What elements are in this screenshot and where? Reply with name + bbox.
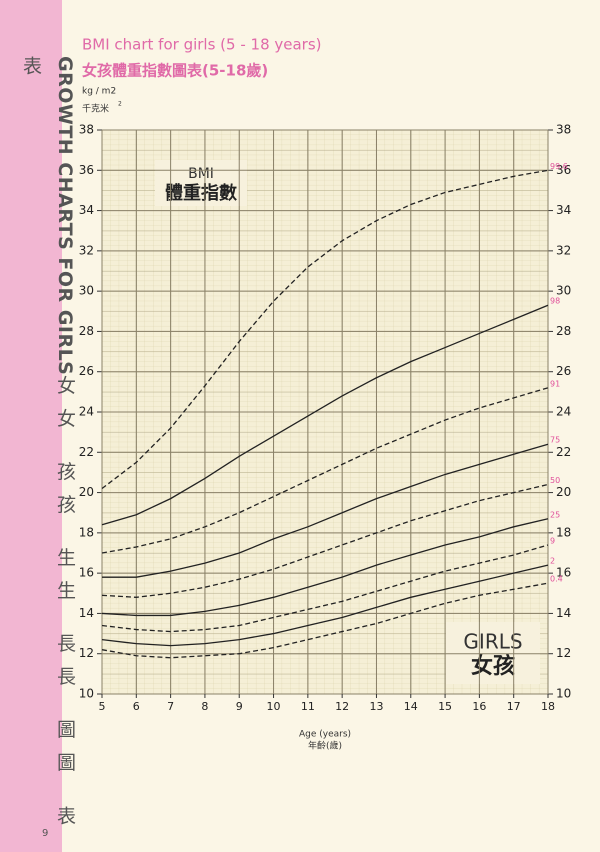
percentile-line xyxy=(101,518,549,617)
y-tick-label: 32 xyxy=(79,243,94,257)
y2-tick-label: 28 xyxy=(556,324,571,338)
x-label-zh: 年齡(歲) xyxy=(308,740,342,752)
y2-tick-label: 30 xyxy=(556,284,571,298)
y-tick-label: 34 xyxy=(79,203,94,217)
x-tick-label: 14 xyxy=(404,700,418,713)
y2-tick-label: 12 xyxy=(556,646,571,660)
y2-tick-label: 32 xyxy=(556,243,571,257)
y2-tick-label: 24 xyxy=(556,405,571,419)
series-label: 75 xyxy=(550,436,560,445)
chart-title: BMI chart for girls (5 - 18 years) xyxy=(82,36,322,54)
y2-tick-label: 22 xyxy=(556,445,571,459)
x-tick-label: 10 xyxy=(267,700,281,713)
y-tick-label: 28 xyxy=(79,324,94,338)
annotation: GIRLS xyxy=(463,630,522,654)
y-tick-label: 36 xyxy=(79,163,94,177)
y-tick-label: 22 xyxy=(79,445,94,459)
x-tick-label: 17 xyxy=(507,700,521,713)
y-tick-label: 16 xyxy=(79,566,94,580)
y-tick-label: 18 xyxy=(79,525,94,539)
sidebar-title-en: GROWTH CHARTS FOR GIRLS xyxy=(54,56,76,376)
percentile-line xyxy=(101,304,549,526)
girls-box xyxy=(446,622,540,684)
sidebar: GROWTH CHARTS FOR GIRLS女女 孩孩 生生 長長 圖圖 表表… xyxy=(0,0,76,852)
page-number: 9 xyxy=(42,828,49,839)
sidebar-title-zh: 女女 孩孩 生生 長長 圖圖 表表 xyxy=(20,56,76,839)
y2-tick-label: 16 xyxy=(556,566,571,580)
percentile-line xyxy=(101,483,549,598)
x-label: Age (years) xyxy=(299,730,351,740)
y-label-zh-sup: 2 xyxy=(118,101,122,108)
x-tick-label: 18 xyxy=(541,700,555,713)
y-tick-label: 14 xyxy=(79,606,94,620)
sidebar-title: GROWTH CHARTS FOR GIRLS女女 孩孩 生生 長長 圖圖 表表 xyxy=(14,56,82,852)
y2-tick-label: 36 xyxy=(556,163,571,177)
series-label: 25 xyxy=(550,510,560,519)
x-tick-label: 9 xyxy=(236,700,243,713)
y2-tick-label: 10 xyxy=(556,687,571,701)
series-label: 99.6 xyxy=(550,162,568,171)
annotation: 女孩 xyxy=(471,653,515,679)
annotation: 體重指數 xyxy=(165,182,237,204)
y-tick-label: 10 xyxy=(79,687,94,701)
y-tick-label: 20 xyxy=(79,485,94,499)
series-label: 2 xyxy=(550,557,555,566)
y2-tick-label: 20 xyxy=(556,485,571,499)
percentile-line xyxy=(101,169,549,490)
percentile-line xyxy=(101,544,549,633)
y2-tick-label: 26 xyxy=(556,364,571,378)
x-tick-label: 11 xyxy=(301,700,315,713)
chart-subtitle: 女孩體重指數圖表(5-18歲) xyxy=(82,62,268,80)
series-label: 9 xyxy=(550,536,555,545)
x-tick-label: 8 xyxy=(201,700,208,713)
annotation: BMI xyxy=(188,166,214,182)
x-tick-label: 15 xyxy=(438,700,452,713)
percentile-line xyxy=(101,564,549,647)
series-label: 0.4 xyxy=(550,575,563,584)
x-tick-label: 5 xyxy=(99,700,106,713)
y-tick-label: 26 xyxy=(79,364,94,378)
y-tick-label: 30 xyxy=(79,284,94,298)
percentile-line xyxy=(101,387,549,554)
y-tick-label: 24 xyxy=(79,405,94,419)
y2-tick-label: 18 xyxy=(556,525,571,539)
x-tick-label: 12 xyxy=(335,700,349,713)
series-label: 50 xyxy=(550,476,560,485)
y-label-zh: 千克米 xyxy=(82,103,109,115)
x-tick-label: 13 xyxy=(369,700,383,713)
y2-tick-label: 38 xyxy=(556,123,571,137)
percentile-line xyxy=(101,582,549,659)
series-label: 91 xyxy=(550,379,560,388)
series-label: 98 xyxy=(550,297,560,306)
x-tick-label: 16 xyxy=(472,700,486,713)
y2-tick-label: 14 xyxy=(556,606,571,620)
percentile-line xyxy=(102,443,549,578)
y2-tick-label: 34 xyxy=(556,203,571,217)
y-label: kg / m2 xyxy=(82,87,116,97)
y-tick-label: 12 xyxy=(79,646,94,660)
y-tick-label: 38 xyxy=(79,123,94,137)
x-tick-label: 6 xyxy=(133,700,140,713)
x-tick-label: 7 xyxy=(167,700,174,713)
